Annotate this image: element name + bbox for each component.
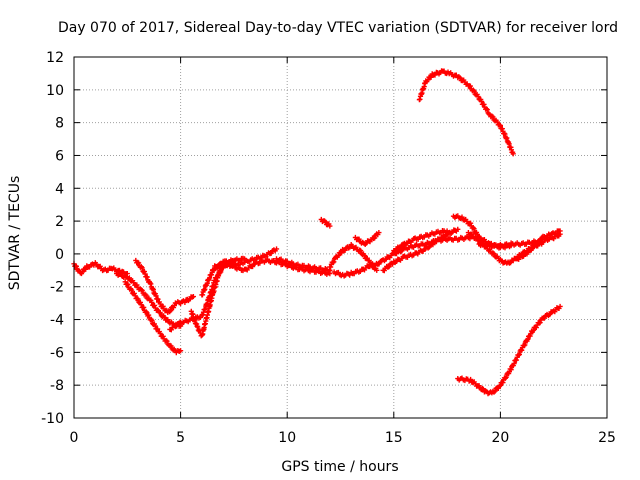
series-markers [416,68,516,157]
series-markers [380,226,461,274]
series-markers [114,271,184,329]
series-track-q [416,68,516,157]
series-markers [476,231,563,250]
series-track-k [327,242,380,273]
y-tick-label: -10 [41,411,64,427]
series-markers [327,242,380,273]
series-markers [455,303,563,397]
y-tick-label: 2 [55,214,64,230]
x-axis-title: GPS time / hours [281,459,398,475]
chart-title: Day 070 of 2017, Sidereal Day-to-day VTE… [58,20,618,36]
series-markers [318,216,333,229]
series-markers [273,256,333,274]
y-tick-label: 4 [55,181,64,197]
series-track-b [114,271,184,329]
series-track-c [122,279,184,356]
series-markers [133,257,196,315]
series-track-v [455,303,563,397]
series-markers [352,229,382,247]
series-track-i [273,256,333,274]
y-tick-label: 8 [55,116,64,132]
series-track-o [380,226,461,274]
y-tick-label: -8 [50,378,64,394]
y-axis-title: SDTVAR / TECUs [7,176,23,291]
x-tick-label: 0 [70,430,79,446]
y-tick-label: -4 [50,313,64,329]
x-tick-label: 20 [491,430,509,446]
series-track-d [133,257,196,315]
series-track-t [476,231,563,250]
series-track-l [331,261,376,279]
y-tick-label: -2 [50,280,64,296]
series-track-j [318,216,333,229]
series-markers [122,279,184,356]
series-markers [331,261,376,279]
axis-ticks: 0 5 10 15 20 25 -10 -8 -6 -4 -2 0 2 4 6 8 10 12 [41,50,616,446]
x-tick-label: 15 [385,430,403,446]
series-markers [391,228,450,254]
series-track-p [391,228,450,254]
y-tick-label: 6 [55,148,64,164]
series-track-m [352,229,382,247]
y-tick-label: 12 [46,50,64,66]
grid-lines [74,57,607,418]
y-tick-label: 10 [46,83,64,99]
x-tick-label: 25 [598,430,616,446]
y-tick-label: 0 [55,247,64,263]
x-tick-label: 10 [278,430,296,446]
series-track-u [514,228,563,262]
y-tick-label: -6 [50,345,64,361]
x-tick-label: 5 [176,430,185,446]
data-series [71,68,563,397]
plot-frame [73,56,608,419]
series-markers [514,228,563,262]
